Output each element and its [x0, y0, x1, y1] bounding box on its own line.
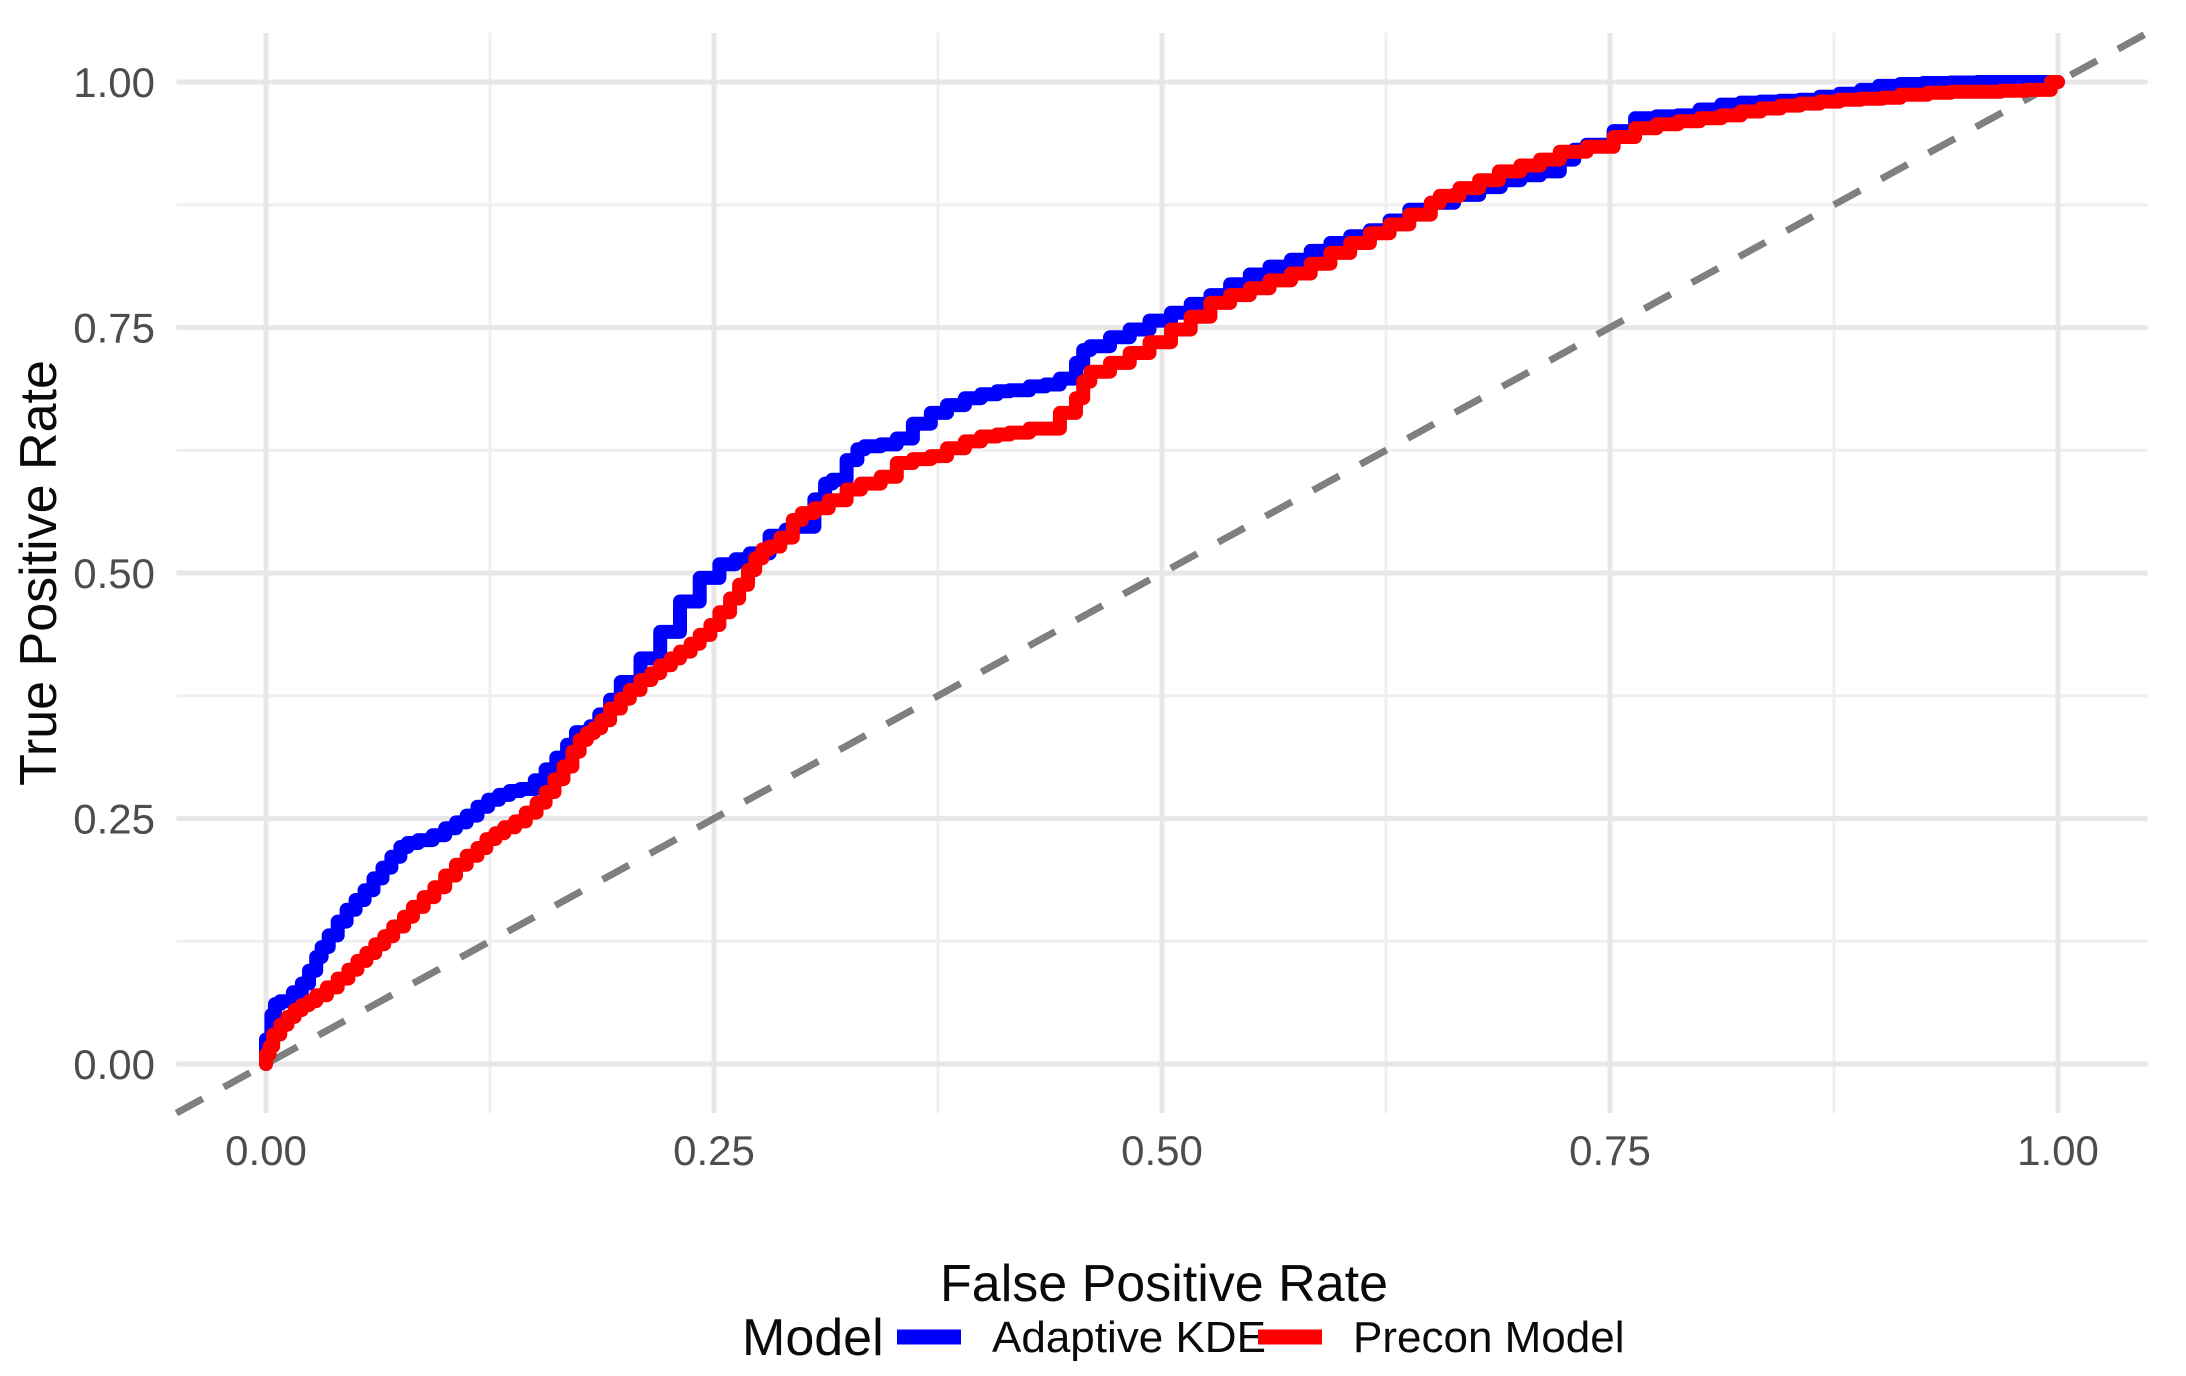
y-tick-label: 0.75	[73, 305, 155, 352]
x-axis-tick-labels: 0.00 0.25 0.50 0.75 1.00	[225, 1127, 2099, 1174]
y-tick-label: 0.50	[73, 550, 155, 597]
y-axis-tick-labels: 0.00 0.25 0.50 0.75 1.00	[73, 59, 155, 1088]
y-tick-label: 0.00	[73, 1041, 155, 1088]
x-tick-label: 0.75	[1569, 1127, 1651, 1174]
y-tick-label: 1.00	[73, 59, 155, 106]
legend-entry-adaptive-kde: Adaptive KDE	[897, 1313, 1266, 1362]
legend-label-adaptive-kde: Adaptive KDE	[992, 1313, 1266, 1362]
x-axis-title: False Positive Rate	[940, 1255, 1388, 1313]
y-tick-label: 0.25	[73, 796, 155, 843]
x-tick-label: 0.25	[673, 1127, 755, 1174]
legend-title: Model	[742, 1309, 884, 1367]
x-tick-label: 1.00	[2017, 1127, 2099, 1174]
legend: Model Adaptive KDE Precon Model	[742, 1309, 1624, 1367]
roc-curve-precon-model	[259, 75, 2065, 1071]
y-axis-title: True Positive Rate	[10, 360, 68, 786]
x-tick-label: 0.00	[225, 1127, 307, 1174]
legend-label-precon-model: Precon Model	[1353, 1313, 1624, 1362]
legend-entry-precon-model: Precon Model	[1258, 1313, 1624, 1362]
roc-series-lines	[259, 75, 2065, 1071]
x-tick-label: 0.50	[1121, 1127, 1203, 1174]
